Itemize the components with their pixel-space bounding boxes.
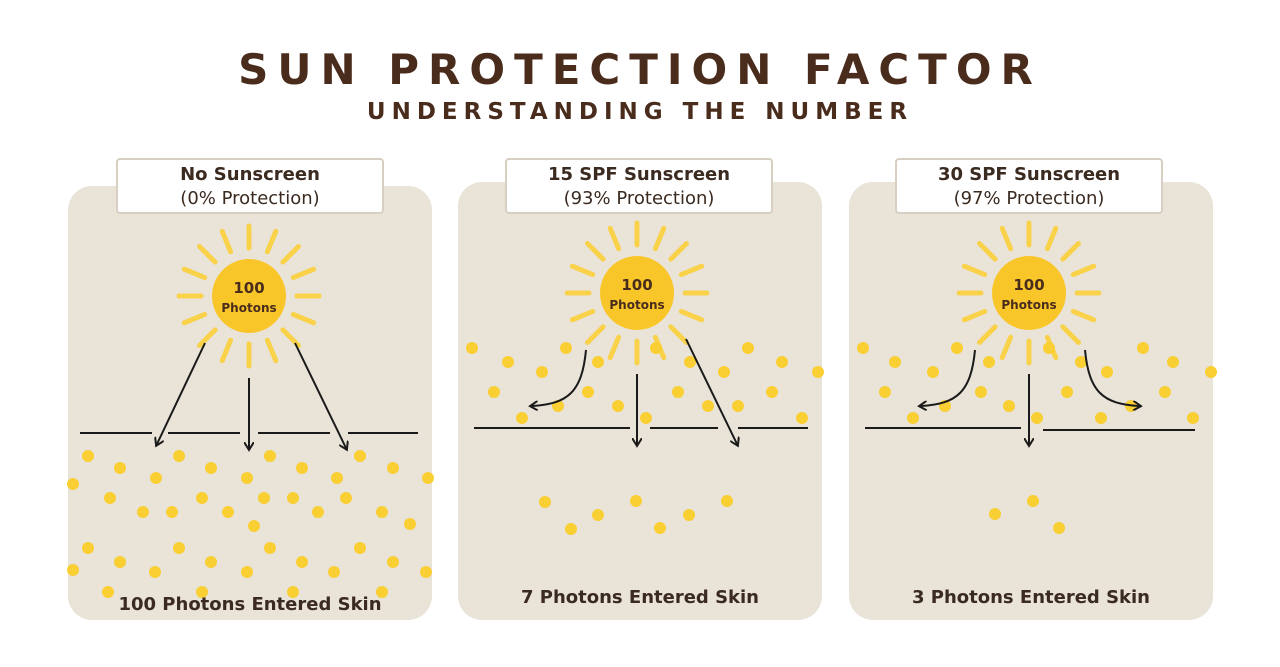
- sun-photon-count: 100: [233, 279, 264, 297]
- sun-ray: [1060, 324, 1081, 345]
- page-subtitle: UNDERSTANDING THE NUMBER: [366, 99, 914, 125]
- sun-ray: [607, 225, 622, 252]
- sun-disc: [992, 256, 1066, 330]
- sun-ray: [585, 324, 606, 345]
- sun-ray: [290, 266, 317, 281]
- sun-ray: [1070, 308, 1097, 323]
- sun-ray: [219, 228, 234, 255]
- panel-protection: (93% Protection): [563, 188, 715, 209]
- panel-spf-15-diagram: 100 Photons: [466, 220, 824, 535]
- sun-ray: [607, 334, 622, 361]
- panel-spf-30-diagram: 100 Photons: [857, 220, 1217, 534]
- sun-ray: [1044, 225, 1059, 252]
- panel-no-sunscreen: 100 Photons: [67, 186, 434, 620]
- panel-label-spf-30: 30 SPF Sunscreen (97% Protection): [895, 158, 1163, 214]
- arrow-curved-icon: [921, 349, 1139, 406]
- panel-title: No Sunscreen: [180, 164, 320, 185]
- result-text: 3 Photons Entered Skin: [911, 587, 1150, 608]
- panel-protection: (97% Protection): [953, 188, 1105, 209]
- sun-disc: [212, 259, 286, 333]
- panel-label-no-sunscreen: No Sunscreen (0% Protection): [116, 158, 384, 214]
- sun-ray: [668, 241, 689, 262]
- sun-ray: [280, 244, 301, 265]
- sun-photon-count: 100: [621, 276, 652, 294]
- sun-ray: [999, 334, 1014, 361]
- panel-protection: (0% Protection): [180, 188, 320, 209]
- sunscreen-layer-dots: [466, 342, 824, 424]
- sun-ray: [290, 311, 317, 326]
- arrow-down-icon: [157, 342, 346, 448]
- sun-ray: [961, 263, 988, 278]
- sun-ray: [652, 225, 667, 252]
- sun-ray: [264, 228, 279, 255]
- panel-spf-15: 100 Photons: [458, 182, 824, 620]
- panel-title: 15 SPF Sunscreen: [547, 164, 731, 185]
- sun-ray: [181, 266, 208, 281]
- sun-ray: [197, 244, 218, 265]
- sun-ray: [569, 263, 596, 278]
- panel-title: 30 SPF Sunscreen: [937, 164, 1121, 185]
- sun-ray: [181, 311, 208, 326]
- sun-ray: [999, 225, 1014, 252]
- photon-dots-skin: [539, 495, 733, 535]
- sunscreen-layer-dots: [857, 342, 1217, 424]
- sun-icon: 100 Photons: [176, 223, 322, 369]
- sun-photon-unit: Photons: [609, 298, 664, 312]
- sun-icon: 100 Photons: [564, 220, 710, 366]
- sun-disc: [600, 256, 674, 330]
- sun-ray: [264, 337, 279, 364]
- sun-photon-unit: Photons: [1001, 298, 1056, 312]
- sun-ray: [678, 263, 705, 278]
- sun-ray: [1070, 263, 1097, 278]
- sun-ray: [668, 324, 689, 345]
- sun-ray: [585, 241, 606, 262]
- sun-ray: [197, 327, 218, 348]
- panel-no-sunscreen-diagram: 100 Photons: [67, 223, 434, 598]
- result-text: 7 Photons Entered Skin: [520, 587, 759, 608]
- sun-ray: [977, 324, 998, 345]
- page-title: SUN PROTECTION FACTOR: [238, 45, 1042, 94]
- sun-icon: 100 Photons: [956, 220, 1102, 366]
- sun-ray: [678, 308, 705, 323]
- skin-surface-line: [865, 427, 1195, 431]
- sun-ray: [977, 241, 998, 262]
- sun-photon-count: 100: [1013, 276, 1044, 294]
- sun-ray: [219, 337, 234, 364]
- arrow-curved-icon: [532, 349, 587, 406]
- sun-ray: [961, 308, 988, 323]
- photon-dots-skin: [67, 450, 434, 598]
- photon-dots-skin: [989, 495, 1065, 534]
- result-text: 100 Photons Entered Skin: [118, 594, 382, 615]
- sun-ray: [569, 308, 596, 323]
- sun-photon-unit: Photons: [221, 301, 276, 315]
- panel-label-spf-15: 15 SPF Sunscreen (93% Protection): [505, 158, 773, 214]
- sun-ray: [1060, 241, 1081, 262]
- panel-spf-30: 100 Photons: [849, 182, 1217, 620]
- arrow-down-icon: [637, 338, 737, 444]
